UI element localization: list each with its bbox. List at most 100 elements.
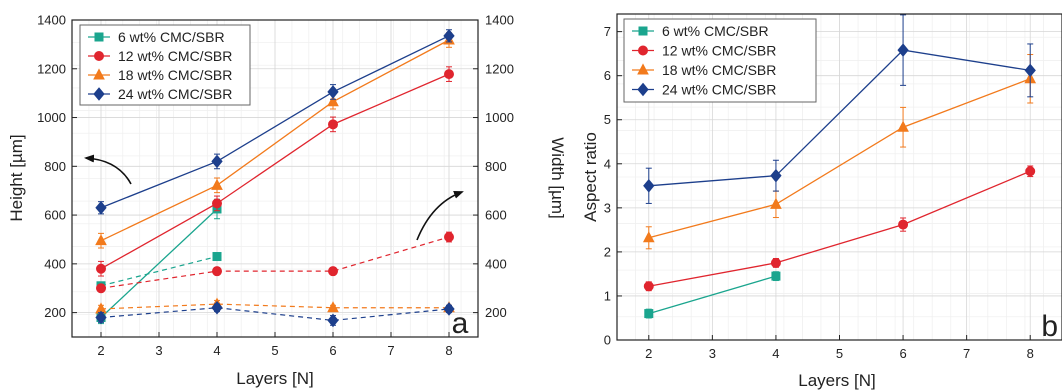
width-point xyxy=(327,301,339,313)
width-point xyxy=(95,310,107,325)
legend-label: 18 wt% CMC/SBR xyxy=(118,67,232,83)
series-24-wt-cmc-sbr xyxy=(95,29,455,328)
x-tick-label: 3 xyxy=(155,343,162,358)
legend-marker xyxy=(93,68,105,80)
width-line xyxy=(100,236,450,289)
width-point xyxy=(212,266,222,277)
legend-item-6-wt-cmc-sbr: 6 wt% CMC/SBR xyxy=(632,23,769,39)
legend-item-6-wt-cmc-sbr: 6 wt% CMC/SBR xyxy=(88,29,225,45)
y2-tick-label: 600 xyxy=(485,208,507,223)
height-line xyxy=(100,208,218,318)
legend-item-18-wt-cmc-sbr: 18 wt% CMC/SBR xyxy=(88,67,232,83)
y-tick-label: 1000 xyxy=(37,110,66,125)
legend-a: 6 wt% CMC/SBR 12 wt% CMC/SBR 18 wt% CMC/SB… xyxy=(88,29,232,102)
height-line xyxy=(100,35,450,209)
legend-marker xyxy=(637,63,649,75)
y-tick-label: 7 xyxy=(604,24,611,39)
x-tick-label: 6 xyxy=(329,343,336,358)
y-tick-label: 200 xyxy=(44,305,66,320)
width-point xyxy=(212,252,222,262)
x-tick-label: 4 xyxy=(772,346,779,361)
series-24-wt-cmc-sbr xyxy=(643,14,1036,204)
legend-marker xyxy=(94,32,104,42)
legend-marker xyxy=(93,87,105,101)
legend-marker xyxy=(638,26,648,36)
legend-box-b xyxy=(623,18,817,103)
legend-box-a xyxy=(79,24,251,106)
series-18-wt-cmc-sbr xyxy=(642,54,1037,250)
legend-label: 6 wt% CMC/SBR xyxy=(662,23,769,39)
aspect-ratio-point xyxy=(770,168,782,183)
aspect-ratio-point xyxy=(770,197,782,209)
legend-label: 24 wt% CMC/SBR xyxy=(118,86,232,102)
aspect-ratio-point xyxy=(642,231,655,243)
y-tick-label: 2 xyxy=(604,244,611,259)
height-line xyxy=(100,73,450,270)
y2-tick-label: 200 xyxy=(485,305,507,320)
x-tick-label: 2 xyxy=(97,343,104,358)
height-point xyxy=(212,198,222,209)
legend-marker xyxy=(637,82,649,97)
x-tick-label: 8 xyxy=(445,343,452,358)
y-tick-label: 600 xyxy=(44,208,66,223)
legend-item-12-wt-cmc-sbr: 12 wt% CMC/SBR xyxy=(632,43,776,59)
x-tick-label: 2 xyxy=(645,346,652,361)
width-line xyxy=(100,255,218,287)
height-point xyxy=(95,200,107,215)
aspect-ratio-point xyxy=(1024,63,1036,78)
height-line xyxy=(100,39,450,242)
legend-marker xyxy=(638,45,648,56)
height-point xyxy=(327,95,339,107)
aspect-ratio-point xyxy=(897,120,909,132)
legend-item-18-wt-cmc-sbr: 18 wt% CMC/SBR xyxy=(632,62,776,78)
height-point xyxy=(95,234,107,246)
legend-label: 12 wt% CMC/SBR xyxy=(118,48,232,64)
height-point xyxy=(211,154,223,169)
aspect-ratio-line xyxy=(648,49,1031,187)
aspect-ratio-line xyxy=(648,275,777,315)
legend-item-24-wt-cmc-sbr: 24 wt% CMC/SBR xyxy=(632,82,776,98)
y-tick-label: 1400 xyxy=(37,13,66,28)
height-point xyxy=(327,85,339,99)
height-point xyxy=(443,29,455,43)
y-tick-label: 4 xyxy=(604,156,611,171)
height-axis-arrow xyxy=(84,154,132,185)
width-line xyxy=(100,303,449,310)
width-line xyxy=(100,307,450,322)
x-tick-label: 7 xyxy=(963,346,970,361)
width-axis-arrow xyxy=(416,191,464,241)
aspect-ratio-chart: 2 3 4 5 6 7 8 0 1 2 3 4 5 6 7 Layers [N] Aspect ratio… xyxy=(581,13,1062,390)
y-ticks-b: 0 1 2 3 4 5 6 7 xyxy=(604,24,622,348)
legend-marker xyxy=(94,51,104,61)
y-tick-label: 1 xyxy=(604,288,611,303)
panel-label-b: b xyxy=(1041,310,1058,343)
height-point xyxy=(211,178,223,190)
legend-label: 24 wt% CMC/SBR xyxy=(662,82,776,98)
height-point xyxy=(328,119,338,130)
y-tick-label: 0 xyxy=(604,333,611,348)
y2-tick-label: 800 xyxy=(485,159,507,174)
x-axis-title-b: Layers [N] xyxy=(798,371,875,390)
width-point xyxy=(328,266,338,277)
width-point xyxy=(443,302,455,316)
y2-tick-label: 1000 xyxy=(485,110,514,125)
aspect-ratio-line xyxy=(648,170,1031,287)
x-tick-label: 6 xyxy=(899,346,906,361)
x-axis-title-a: Layers [N] xyxy=(236,369,313,388)
aspect-ratio-line xyxy=(648,78,1031,239)
x-tick-label: 8 xyxy=(1027,346,1034,361)
aspect-ratio-point xyxy=(771,271,781,281)
legend-label: 6 wt% CMC/SBR xyxy=(118,29,225,45)
aspect-ratio-point xyxy=(770,257,781,268)
width-point xyxy=(96,283,106,294)
y2-ticks-a: 200 400 600 800 1000 1200 1400 xyxy=(473,13,514,320)
x-ticks-a: 2 3 4 5 6 7 8 xyxy=(97,332,453,358)
width-point xyxy=(444,232,454,243)
width-point xyxy=(327,313,339,328)
legend-label: 18 wt% CMC/SBR xyxy=(662,62,776,78)
legend-label: 12 wt% CMC/SBR xyxy=(662,43,776,59)
y-tick-label: 6 xyxy=(604,68,611,83)
aspect-ratio-point xyxy=(643,179,655,193)
series-layer-b xyxy=(642,14,1037,319)
